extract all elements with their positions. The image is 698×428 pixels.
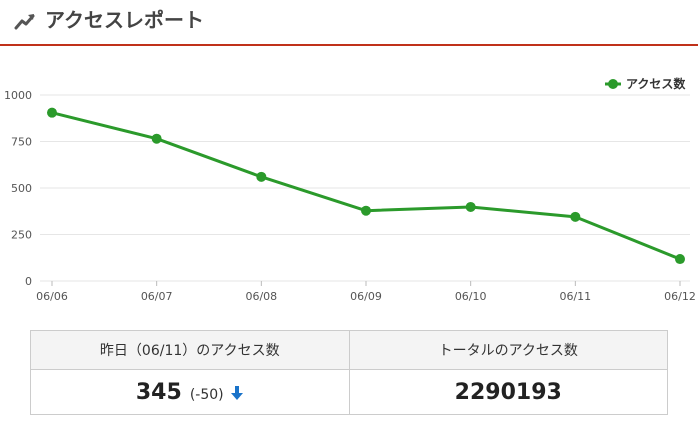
trend-icon [14, 14, 35, 30]
chart-legend: アクセス数 [605, 76, 686, 91]
data-point[interactable] [361, 205, 371, 216]
y-tick-label: 250 [11, 229, 32, 242]
access-line-chart: 0 250 500 750 1000 06/06 06/07 06/08 06/09 06/10… [4, 76, 696, 303]
yesterday-cell: 345 (-50) [30, 369, 350, 415]
yesterday-label: 昨日（06/11）のアクセス数 [30, 330, 350, 370]
data-point[interactable] [675, 254, 685, 265]
data-point[interactable] [465, 201, 476, 212]
x-tick-label: 06/09 [350, 290, 382, 303]
x-tick-label: 06/07 [141, 290, 173, 303]
y-tick-label: 1000 [4, 89, 32, 102]
x-tick-label: 06/06 [36, 290, 68, 303]
x-tick-label: 06/08 [245, 290, 277, 303]
legend-label: アクセス数 [626, 76, 686, 91]
y-tick-label: 500 [11, 182, 32, 195]
report-header: アクセスレポート [0, 0, 698, 46]
y-tick-label: 0 [25, 275, 32, 288]
data-point[interactable] [256, 171, 267, 182]
x-tick-label: 06/11 [559, 290, 591, 303]
total-value: 2290193 [454, 379, 562, 405]
page-title: アクセスレポート [45, 8, 204, 32]
yesterday-diff: (-50) [189, 386, 224, 403]
access-chart: 0 250 500 750 1000 06/06 06/07 06/08 06/09 06/10… [0, 60, 698, 310]
yesterday-value: 345 [135, 379, 182, 405]
legend-marker [608, 79, 618, 89]
data-point[interactable] [47, 107, 57, 118]
data-point[interactable] [151, 133, 162, 144]
x-tick-label: 06/10 [455, 290, 487, 303]
series-line [51, 111, 681, 261]
y-tick-label: 750 [11, 136, 32, 149]
x-tick-label: 06/12 [664, 290, 696, 303]
total-cell: 2290193 [348, 369, 668, 415]
total-label: トータルのアクセス数 [348, 330, 668, 370]
data-point[interactable] [570, 211, 581, 222]
access-summary-table: 昨日（06/11）のアクセス数 トータルのアクセス数 345 (-50) 2290… [30, 330, 668, 415]
down-arrow-icon [230, 385, 243, 400]
